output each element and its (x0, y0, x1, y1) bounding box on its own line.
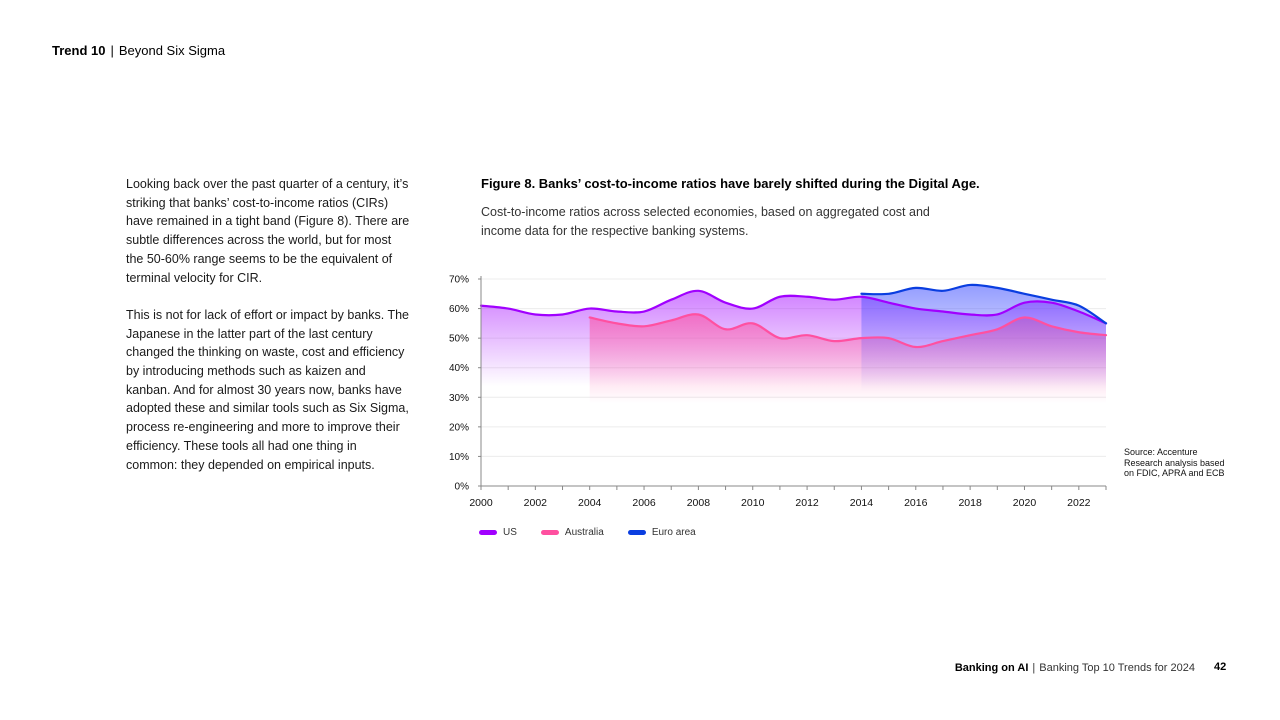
trend-label: Trend 10 (52, 43, 106, 58)
series-line (588, 313, 1108, 349)
page-footer: Banking on AI | Banking Top 10 Trends for … (955, 662, 1195, 674)
x-tick-label: 2008 (687, 497, 711, 509)
x-tick-label: 2018 (958, 497, 982, 509)
page-number: 42 (1214, 661, 1227, 673)
legend-swatch (479, 530, 497, 535)
x-tick-label: 2010 (741, 497, 765, 509)
body-paragraph-1: Looking back over the past quarter of a … (126, 177, 410, 285)
y-tick-label: 60% (449, 304, 469, 315)
y-tick-label: 30% (449, 393, 469, 404)
y-tick-label: 20% (449, 422, 469, 433)
cost-to-income-chart: 0% 10% 20% 30% 40% 50% 60% 70% 2000 2002 2004 2006 2… (449, 275, 1108, 509)
x-tick-label: 2002 (524, 497, 548, 509)
legend-label: US (503, 527, 517, 538)
page-header: Trend 10 | Beyond Six Sigma (52, 43, 225, 58)
y-tick-label: 0% (455, 482, 470, 493)
header-separator: | (110, 43, 114, 58)
y-tick-label: 40% (449, 363, 469, 374)
x-tick-label: 2020 (1013, 497, 1037, 509)
series-areas (481, 284, 1106, 404)
x-tick-label: 2012 (795, 497, 819, 509)
x-tick-label: 2014 (850, 497, 874, 509)
footer-brand: Banking on AI (954, 662, 1029, 674)
body-text: Looking back over the past quarter of a … (126, 175, 411, 493)
legend-item: US (479, 527, 517, 538)
legend-label: Australia (564, 527, 604, 538)
legend-label: Euro area (651, 527, 696, 538)
legend-item: Euro area (627, 527, 696, 538)
footer-title: Banking Top 10 Trends for 2024 (1039, 662, 1195, 674)
axes: 0% 10% 20% 30% 40% 50% 60% 70% 2000 2002 2004 2006 2… (449, 275, 1107, 509)
x-tick-label: 2006 (632, 497, 656, 509)
chart-legend: US Australia Euro area (479, 527, 720, 538)
figure-subtitle: Cost-to-income ratios across selected ec… (481, 205, 930, 238)
legend-swatch (627, 530, 646, 535)
body-paragraph-2: This is not for lack of effort or impact… (126, 307, 409, 472)
series-line (479, 289, 1108, 325)
figure-title: Figure 8. Banks’ cost-to-income ratios h… (481, 176, 980, 191)
y-tick-label: 50% (449, 334, 469, 345)
legend-swatch (540, 530, 559, 535)
x-tick-label: 2004 (578, 497, 602, 509)
series-lines (479, 283, 1108, 349)
y-tick-label: 70% (449, 275, 469, 286)
x-tick-label: 2022 (1067, 497, 1091, 509)
x-tick-label: 2016 (904, 497, 928, 509)
section-title: Beyond Six Sigma (118, 43, 226, 58)
figure-source: Source: Accenture Research analysis base… (1124, 447, 1225, 478)
series-area (861, 284, 1106, 404)
y-tick-label: 10% (449, 452, 469, 463)
series-line (860, 283, 1108, 325)
legend-item: Australia (540, 527, 604, 538)
x-tick-label: 2000 (469, 497, 493, 509)
footer-separator: | (1032, 662, 1036, 674)
